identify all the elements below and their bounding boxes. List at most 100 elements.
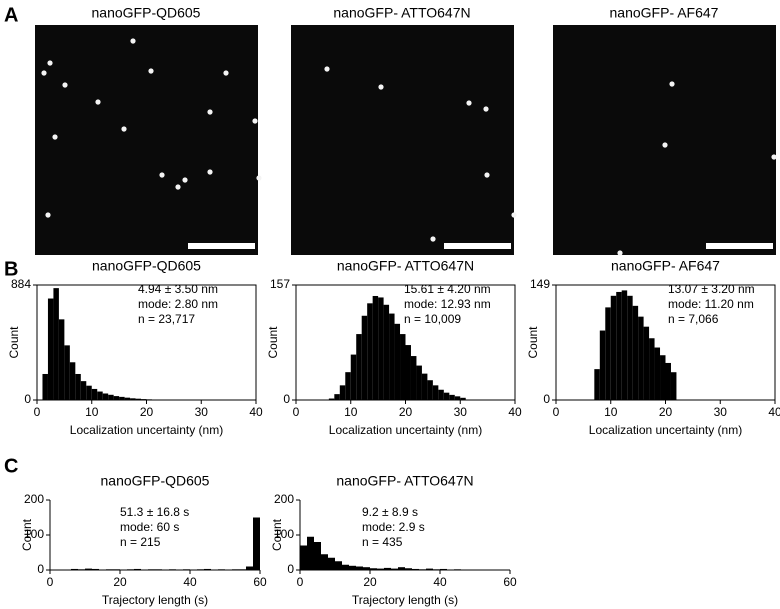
- panel-label: C: [4, 455, 18, 477]
- fluorescent-spot: [159, 172, 165, 178]
- micrograph: [35, 25, 258, 255]
- bar: [599, 330, 606, 400]
- bar: [394, 323, 401, 400]
- bar: [108, 394, 114, 400]
- fluorescent-spot: [62, 82, 68, 88]
- bar: [321, 554, 328, 570]
- bar: [86, 385, 92, 400]
- scale-bar: [188, 243, 255, 249]
- x-tick-label: 20: [140, 405, 154, 419]
- bar: [345, 372, 351, 400]
- bar: [85, 568, 92, 570]
- bar: [416, 365, 422, 400]
- fluorescent-spot: [182, 177, 188, 183]
- fluorescent-spot: [41, 70, 47, 76]
- bar: [58, 319, 65, 400]
- bar: [339, 385, 346, 400]
- annotation: n = 7,066: [668, 312, 719, 326]
- bar: [643, 326, 650, 400]
- bar: [432, 385, 439, 400]
- x-tick-label: 10: [85, 405, 99, 419]
- fluorescent-spot: [324, 66, 330, 72]
- fluorescent-spot: [223, 70, 229, 76]
- fluorescent-spot: [378, 84, 384, 90]
- fluorescent-spot: [175, 184, 181, 190]
- bar: [80, 381, 87, 400]
- fluorescent-spot: [466, 100, 472, 106]
- x-tick-label: 20: [399, 405, 413, 419]
- bar: [460, 397, 466, 400]
- bar: [370, 568, 377, 570]
- bar: [135, 398, 142, 400]
- x-tick-label: 0: [553, 405, 560, 419]
- y-tick-label: 100: [274, 527, 294, 541]
- bar: [349, 565, 356, 570]
- bar: [627, 295, 633, 400]
- bar: [616, 291, 622, 400]
- annotation: 13.07 ± 3.20 nm: [668, 282, 755, 296]
- x-tick-label: 30: [454, 405, 468, 419]
- fluorescent-spot: [130, 38, 136, 44]
- bar: [367, 303, 373, 400]
- x-tick-label: 30: [714, 405, 728, 419]
- bar: [621, 290, 628, 400]
- scale-bar: [444, 243, 511, 249]
- bar: [632, 305, 639, 400]
- y-tick-label: 0: [287, 562, 294, 576]
- x-tick-label: 10: [344, 405, 358, 419]
- x-tick-label: 20: [659, 405, 673, 419]
- y-axis-label: Count: [266, 326, 280, 359]
- bar: [246, 566, 253, 570]
- fluorescent-spot: [207, 109, 213, 115]
- chart-title: nanoGFP-QD605: [101, 473, 210, 489]
- bar: [391, 568, 398, 570]
- fluorescent-spot: [669, 81, 675, 87]
- bar: [410, 356, 417, 400]
- image-title: nanoGFP- ATTO647N: [333, 5, 470, 21]
- bar: [670, 372, 677, 400]
- bar: [69, 362, 76, 400]
- bar: [361, 315, 368, 400]
- bar: [356, 566, 363, 570]
- bar: [412, 568, 419, 570]
- bar: [328, 557, 335, 570]
- fluorescent-spot: [617, 250, 623, 256]
- y-tick-label: 149: [530, 277, 550, 291]
- bar: [378, 297, 384, 400]
- y-tick-label: 200: [274, 492, 294, 506]
- bar: [405, 345, 411, 400]
- bar: [449, 394, 455, 400]
- annotation: n = 435: [362, 535, 403, 549]
- fluorescent-spot: [121, 126, 127, 132]
- fluorescent-spot: [484, 172, 490, 178]
- fluorescent-spot: [148, 68, 154, 74]
- panel-label: A: [4, 4, 18, 26]
- bar: [314, 542, 321, 570]
- y-tick-label: 100: [24, 527, 44, 541]
- bar: [427, 380, 433, 400]
- bar: [75, 373, 81, 400]
- fluorescent-spot: [430, 236, 436, 242]
- x-tick-label: 60: [503, 575, 517, 589]
- bar: [660, 355, 666, 400]
- bar: [335, 561, 342, 570]
- x-tick-label: 40: [249, 405, 263, 419]
- x-axis-label: Trajectory length (s): [102, 593, 208, 607]
- bar: [204, 568, 211, 570]
- bar: [47, 298, 54, 400]
- fluorescent-spot: [207, 169, 213, 175]
- bar: [350, 354, 357, 400]
- bar: [665, 362, 671, 400]
- y-tick-label: 0: [37, 562, 44, 576]
- y-tick-label: 0: [543, 392, 550, 406]
- annotation: mode: 12.93 nm: [404, 297, 491, 311]
- chart-title: nanoGFP-QD605: [92, 258, 201, 274]
- bar: [300, 545, 307, 570]
- chart-title: nanoGFP- ATTO647N: [336, 473, 473, 489]
- x-tick-label: 0: [34, 405, 41, 419]
- bar: [405, 568, 412, 570]
- x-tick-label: 10: [604, 405, 618, 419]
- bar: [53, 288, 59, 400]
- annotation: mode: 11.20 nm: [668, 297, 754, 311]
- x-tick-label: 20: [113, 575, 127, 589]
